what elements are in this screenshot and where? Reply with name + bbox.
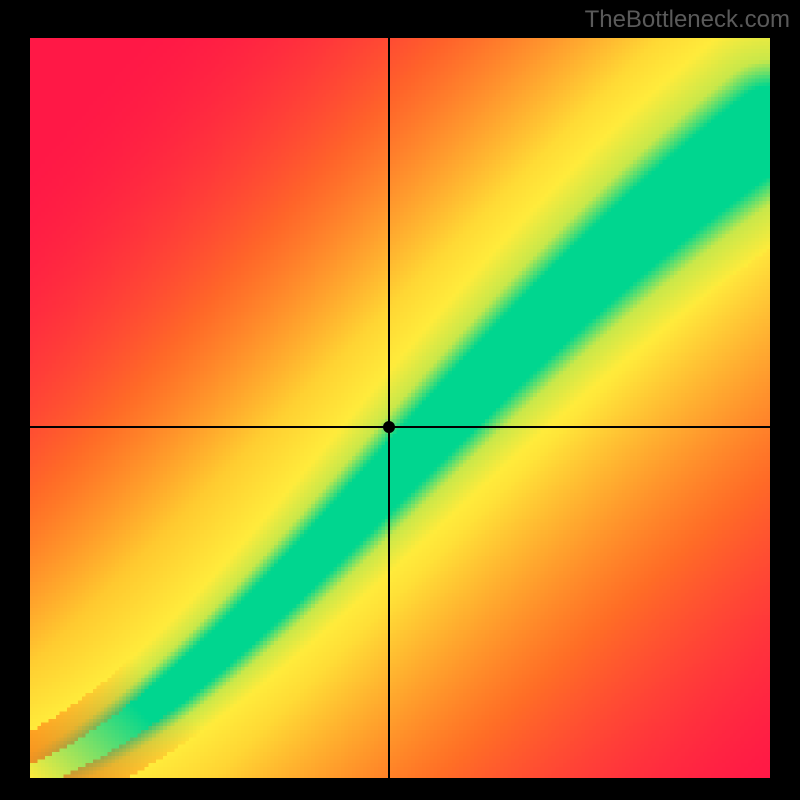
crosshair-vertical [388, 38, 390, 778]
watermark-text: TheBottleneck.com [585, 6, 790, 34]
chart-container: TheBottleneck.com [0, 0, 800, 800]
heatmap-canvas [30, 38, 770, 778]
crosshair-marker [383, 421, 395, 433]
plot-area [30, 38, 770, 778]
crosshair-horizontal [30, 426, 770, 428]
